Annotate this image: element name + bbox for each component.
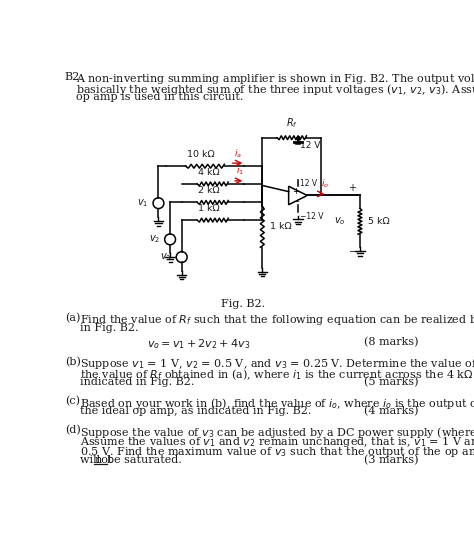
Text: 12 V: 12 V	[300, 179, 317, 187]
Text: the value of $R_f$ obtained in (a), where $i_1$ is the current across the 4 k$\O: the value of $R_f$ obtained in (a), wher…	[80, 367, 474, 382]
Text: $v_1$: $v_1$	[137, 197, 148, 209]
Text: 10 kΩ: 10 kΩ	[187, 150, 215, 159]
Text: (4 marks): (4 marks)	[365, 406, 419, 416]
Text: (a): (a)	[64, 312, 80, 323]
Text: $v_3$: $v_3$	[160, 251, 172, 263]
Text: Find the value of $R_f$ such that the following equation can be realized by the : Find the value of $R_f$ such that the fo…	[80, 312, 474, 327]
Text: $-$: $-$	[292, 195, 300, 204]
Text: will: will	[80, 455, 104, 465]
Text: op amp is used in this circuit.: op amp is used in this circuit.	[76, 91, 244, 101]
Text: $i_o$: $i_o$	[321, 177, 329, 190]
Text: $R_f$: $R_f$	[286, 116, 298, 130]
Text: 12 V: 12 V	[300, 141, 320, 150]
Text: indicated in Fig. B2.: indicated in Fig. B2.	[80, 377, 194, 387]
Text: not: not	[94, 455, 112, 465]
Text: +: +	[348, 183, 356, 193]
Text: $v_o = v_1 + 2v_2 + 4v_3$: $v_o = v_1 + 2v_2 + 4v_3$	[147, 337, 250, 351]
Text: Fig. B2.: Fig. B2.	[221, 299, 265, 310]
Text: (d): (d)	[64, 425, 81, 435]
Text: in Fig. B2.: in Fig. B2.	[80, 322, 139, 333]
Text: 0.5 V. Find the maximum value of $v_3$ such that the output of the op amp circui: 0.5 V. Find the maximum value of $v_3$ s…	[80, 445, 474, 459]
Text: 4 kΩ: 4 kΩ	[198, 168, 220, 177]
Text: (b): (b)	[64, 357, 81, 368]
Text: 5 kΩ: 5 kΩ	[368, 217, 390, 226]
Text: the ideal op amp, as indicated in Fig. B2.: the ideal op amp, as indicated in Fig. B…	[80, 406, 311, 415]
Text: −12 V: −12 V	[300, 213, 323, 222]
Text: Suppose the value of $v_3$ can be adjusted by a DC power supply (where $v_3 \geq: Suppose the value of $v_3$ can be adjust…	[80, 425, 474, 440]
Text: $v_2$: $v_2$	[149, 234, 160, 245]
Text: (8 marks): (8 marks)	[365, 337, 419, 348]
Text: 1 kΩ: 1 kΩ	[198, 204, 220, 213]
Text: basically the weighted sum of the three input voltages ($v_1$, $v_2$, $v_3$). As: basically the weighted sum of the three …	[76, 82, 474, 96]
Text: +: +	[292, 187, 299, 196]
Text: B2.: B2.	[64, 72, 83, 82]
Text: Suppose $v_1$ = 1 V, $v_2$ = 0.5 V, and $v_3$ = 0.25 V. Determine the value of $: Suppose $v_1$ = 1 V, $v_2$ = 0.5 V, and …	[80, 357, 474, 371]
Text: $i_1$: $i_1$	[236, 165, 244, 177]
Text: be saturated.: be saturated.	[107, 455, 182, 465]
Text: (5 marks): (5 marks)	[365, 377, 419, 387]
Text: (3 marks): (3 marks)	[365, 455, 419, 465]
Text: Assume the values of $v_1$ and $v_2$ remain unchanged, that is, $v_1$ = 1 V and : Assume the values of $v_1$ and $v_2$ rem…	[80, 435, 474, 449]
Text: $i_a$: $i_a$	[234, 147, 241, 160]
Text: Based on your work in (b), find the value of $i_o$, where $i_o$ is the output cu: Based on your work in (b), find the valu…	[80, 396, 474, 410]
Text: $v_o$: $v_o$	[334, 215, 346, 227]
Text: $-$: $-$	[347, 245, 357, 255]
Text: 1 kΩ: 1 kΩ	[270, 222, 292, 231]
Text: (c): (c)	[64, 396, 80, 406]
Text: A non-inverting summing amplifier is shown in Fig. B2. The output voltage $v_o$ : A non-inverting summing amplifier is sho…	[76, 72, 474, 85]
Text: 2 kΩ: 2 kΩ	[198, 186, 220, 196]
